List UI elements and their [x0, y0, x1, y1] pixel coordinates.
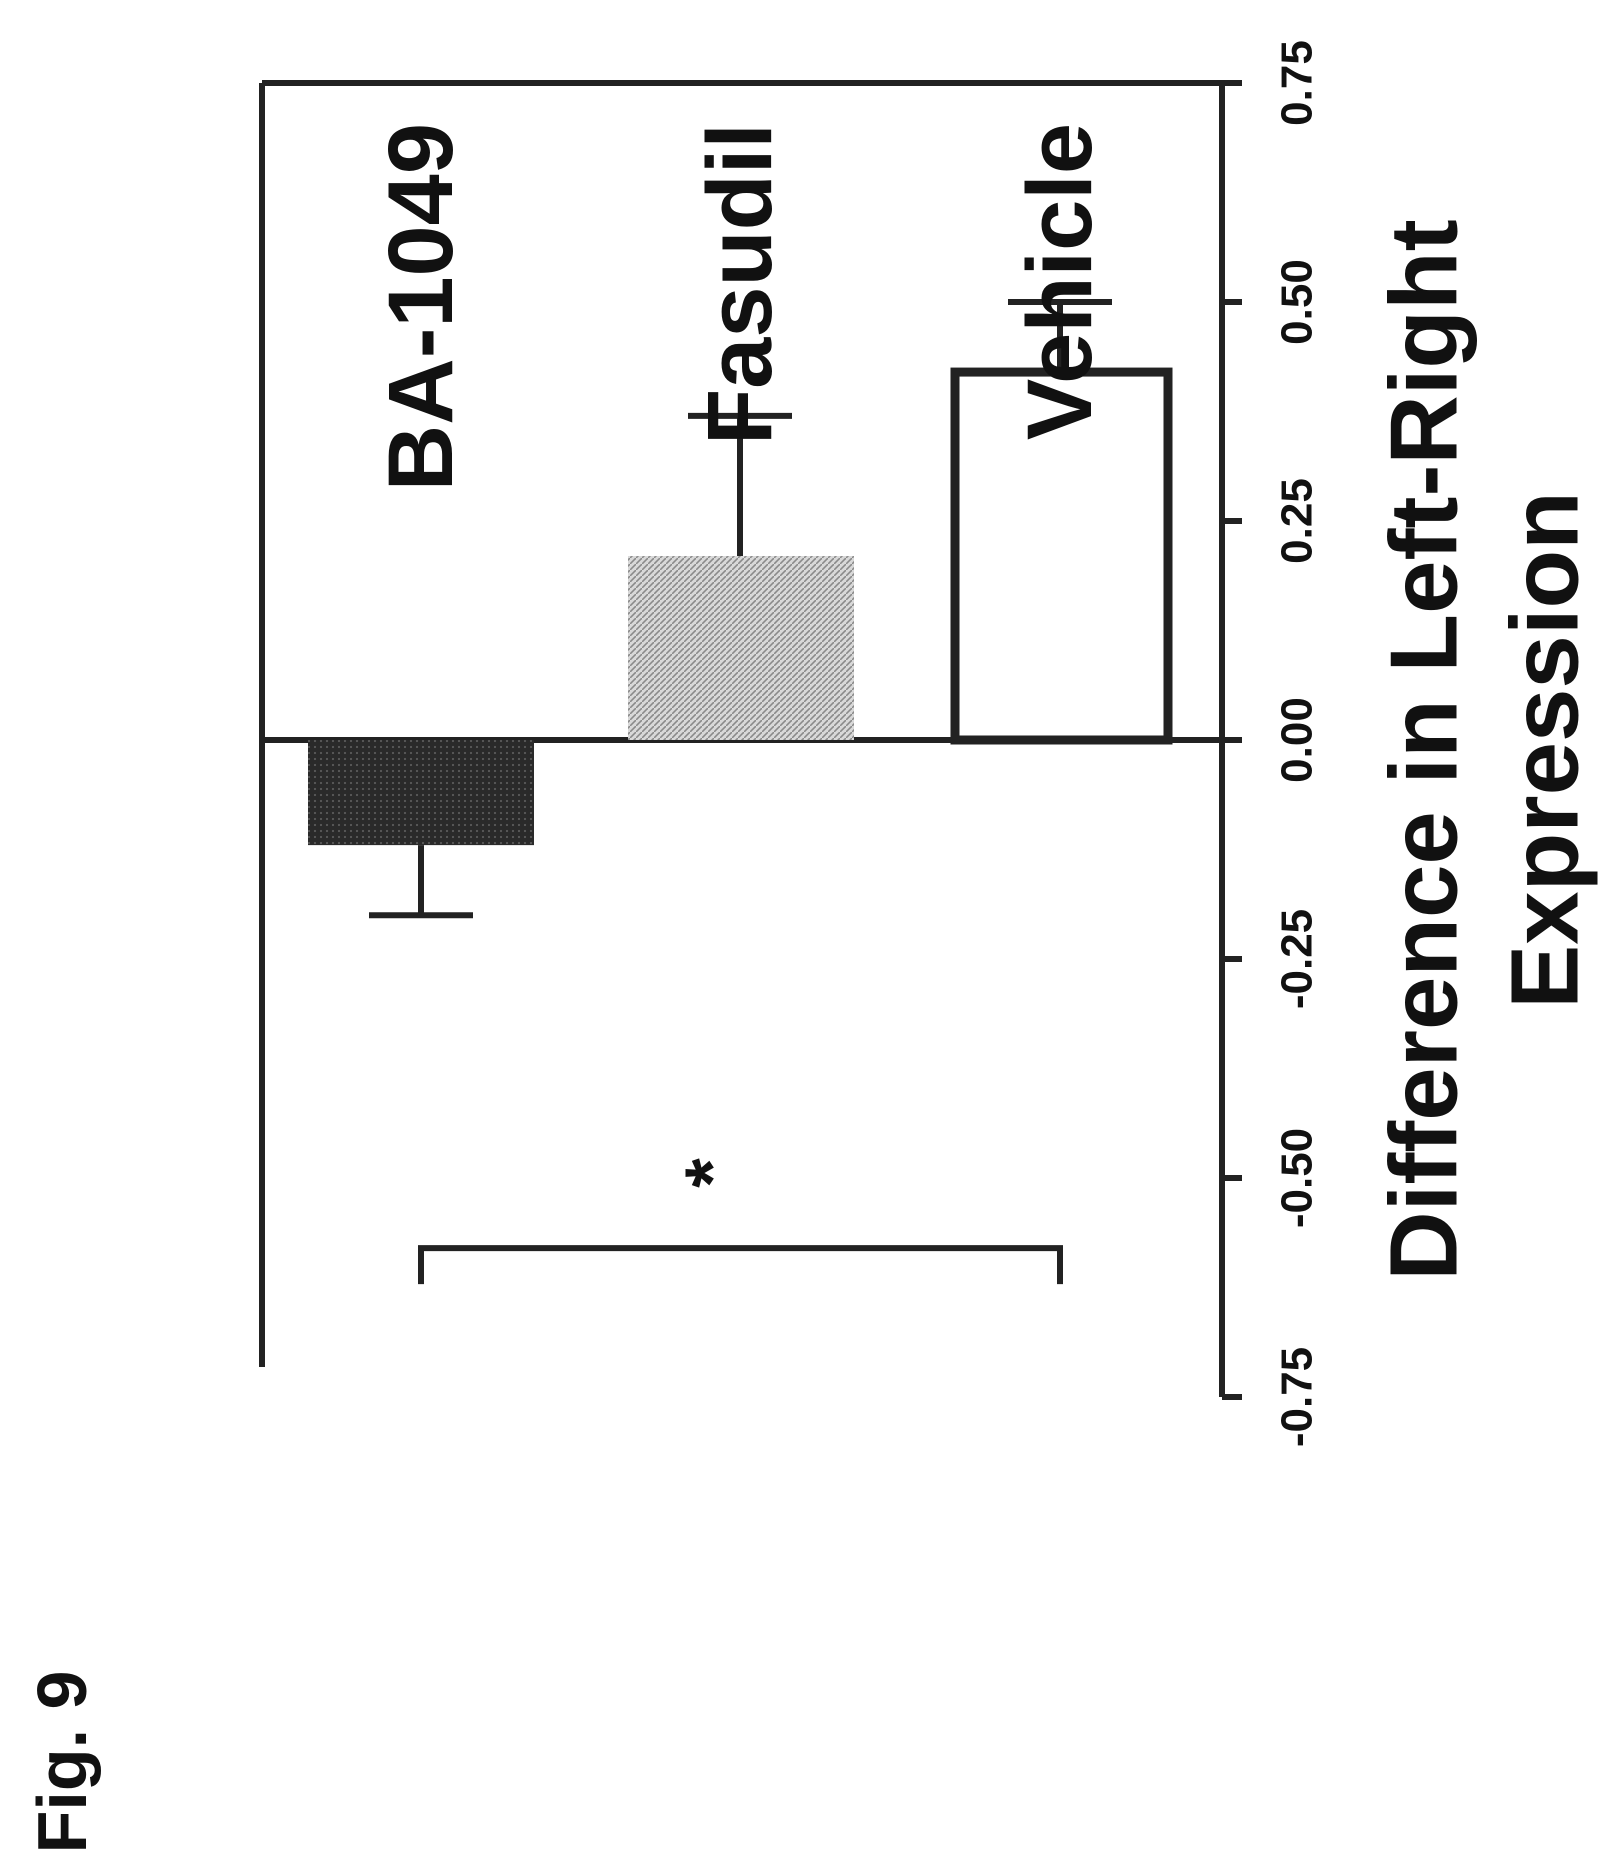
- axis-title: Difference in Left-Right: [1371, 219, 1478, 1280]
- tick-label: -0.25: [1273, 909, 1322, 1009]
- tick-label: 0.25: [1273, 478, 1322, 564]
- tick-label: 0.50: [1273, 259, 1322, 345]
- category-label: BA-1049: [370, 123, 472, 491]
- tick-label: 0.75: [1273, 40, 1322, 126]
- plot-area: 0.75 0.50 0.25 0.00 -0.25 -0.50 -0.75 BA-1049 Fa…: [23, 40, 1599, 1853]
- category-label: Vehicle: [1009, 123, 1111, 440]
- bar-vehicle: [950, 367, 1173, 745]
- tick-label: -0.50: [1273, 1128, 1322, 1228]
- tick-label: -0.75: [1273, 1347, 1322, 1447]
- category-label: Fasudil: [689, 123, 791, 445]
- tick-label: 0.00: [1273, 697, 1322, 783]
- axis-title: Expression: [1492, 491, 1599, 1009]
- bar-fasudil: [628, 556, 854, 740]
- significance-star: *: [670, 1158, 755, 1188]
- bar-ba-1049: [308, 740, 534, 846]
- figure-label: Fig. 9: [23, 1671, 101, 1854]
- significance-bracket: [418, 1245, 1063, 1285]
